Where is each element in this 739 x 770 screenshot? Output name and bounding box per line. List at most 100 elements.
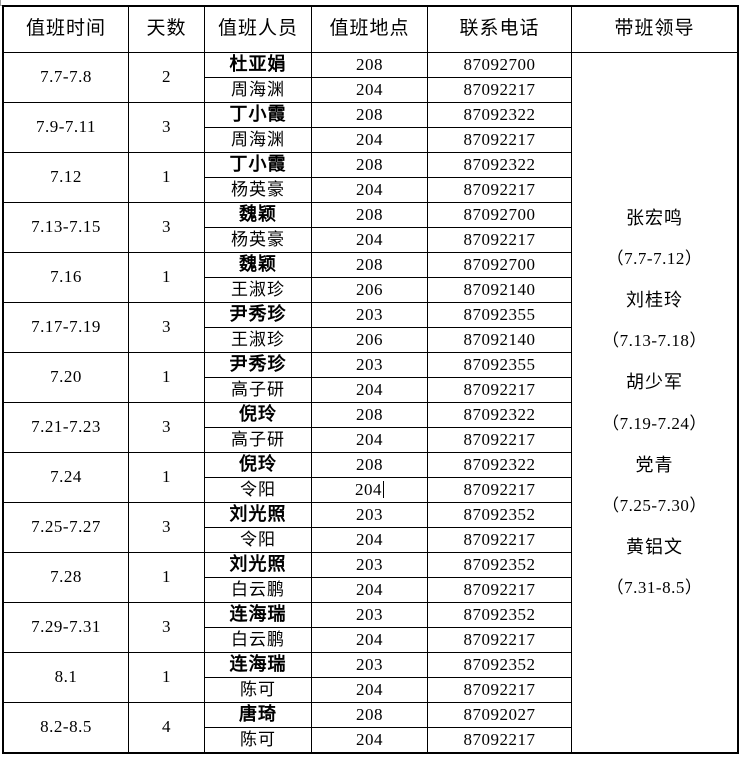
duty-place-cell[interactable]: 206 [311,327,428,353]
day-count-cell[interactable]: 1 [128,452,205,503]
day-count-cell[interactable]: 2 [128,52,205,103]
duty-person-secondary-cell[interactable]: 令阳 [204,527,312,553]
duty-person-secondary-cell[interactable]: 令阳 [204,477,312,503]
duty-time-cell[interactable]: 7.17-7.19 [3,302,129,353]
day-count-cell[interactable]: 3 [128,202,205,253]
duty-place-cell[interactable]: 204 [311,427,428,453]
duty-place-cell[interactable]: 208 [311,102,428,128]
duty-place-cell[interactable]: 203 [311,652,428,678]
day-count-cell[interactable]: 1 [128,552,205,603]
duty-person-primary-cell[interactable]: 杜亚娟 [204,52,312,78]
duty-person-secondary-cell[interactable]: 王淑珍 [204,327,312,353]
duty-person-secondary-cell[interactable]: 周海渊 [204,127,312,153]
contact-phone-cell[interactable]: 87092700 [427,52,572,78]
contact-phone-cell[interactable]: 87092700 [427,202,572,228]
duty-place-cell[interactable]: 204 [311,377,428,403]
duty-person-primary-cell[interactable]: 倪玲 [204,402,312,428]
duty-place-cell[interactable]: 203 [311,552,428,578]
duty-place-cell[interactable]: 203 [311,352,428,378]
contact-phone-cell[interactable]: 87092217 [427,77,572,103]
duty-time-cell[interactable]: 7.13-7.15 [3,202,129,253]
duty-time-cell[interactable]: 7.16 [3,252,129,303]
day-count-cell[interactable]: 3 [128,502,205,553]
duty-person-secondary-cell[interactable]: 王淑珍 [204,277,312,303]
duty-place-cell[interactable]: 204 [311,177,428,203]
duty-person-primary-cell[interactable]: 尹秀珍 [204,302,312,328]
duty-place-cell[interactable]: 204 [311,727,428,753]
contact-phone-cell[interactable]: 87092322 [427,102,572,128]
day-count-cell[interactable]: 1 [128,252,205,303]
duty-place-cell[interactable]: 208 [311,452,428,478]
duty-person-primary-cell[interactable]: 唐琦 [204,702,312,728]
duty-person-primary-cell[interactable]: 连海瑞 [204,602,312,628]
contact-phone-cell[interactable]: 87092217 [427,477,572,503]
duty-person-primary-cell[interactable]: 丁小霞 [204,152,312,178]
duty-place-cell[interactable]: 208 [311,702,428,728]
duty-person-primary-cell[interactable]: 刘光照 [204,552,312,578]
duty-place-cell[interactable]: 204 [311,477,428,503]
contact-phone-cell[interactable]: 87092322 [427,152,572,178]
duty-person-primary-cell[interactable]: 魏颖 [204,202,312,228]
contact-phone-cell[interactable]: 87092352 [427,552,572,578]
duty-person-secondary-cell[interactable]: 陈可 [204,727,312,753]
duty-person-secondary-cell[interactable]: 高子研 [204,377,312,403]
duty-person-secondary-cell[interactable]: 杨英豪 [204,177,312,203]
day-count-cell[interactable]: 1 [128,352,205,403]
duty-place-cell[interactable]: 204 [311,77,428,103]
contact-phone-cell[interactable]: 87092217 [427,377,572,403]
contact-phone-cell[interactable]: 87092322 [427,402,572,428]
day-count-cell[interactable]: 3 [128,102,205,153]
duty-time-cell[interactable]: 7.29-7.31 [3,602,129,653]
duty-time-cell[interactable]: 7.21-7.23 [3,402,129,453]
contact-phone-cell[interactable]: 87092355 [427,352,572,378]
duty-place-cell[interactable]: 208 [311,152,428,178]
duty-place-cell[interactable]: 203 [311,602,428,628]
contact-phone-cell[interactable]: 87092217 [427,227,572,253]
contact-phone-cell[interactable]: 87092217 [427,127,572,153]
duty-person-secondary-cell[interactable]: 高子研 [204,427,312,453]
duty-place-cell[interactable]: 203 [311,302,428,328]
duty-time-cell[interactable]: 7.25-7.27 [3,502,129,553]
contact-phone-cell[interactable]: 87092217 [427,577,572,603]
contact-phone-cell[interactable]: 87092352 [427,602,572,628]
duty-time-cell[interactable]: 7.20 [3,352,129,403]
contact-phone-cell[interactable]: 87092322 [427,452,572,478]
duty-place-cell[interactable]: 204 [311,527,428,553]
contact-phone-cell[interactable]: 87092217 [427,527,572,553]
duty-place-cell[interactable]: 204 [311,677,428,703]
duty-person-primary-cell[interactable]: 倪玲 [204,452,312,478]
day-count-cell[interactable]: 3 [128,602,205,653]
duty-place-cell[interactable]: 203 [311,502,428,528]
duty-person-secondary-cell[interactable]: 周海渊 [204,77,312,103]
contact-phone-cell[interactable]: 87092217 [427,627,572,653]
duty-person-secondary-cell[interactable]: 白云鹏 [204,577,312,603]
duty-time-cell[interactable]: 7.24 [3,452,129,503]
contact-phone-cell[interactable]: 87092140 [427,327,572,353]
contact-phone-cell[interactable]: 87092217 [427,427,572,453]
day-count-cell[interactable]: 1 [128,652,205,703]
contact-phone-cell[interactable]: 87092700 [427,252,572,278]
day-count-cell[interactable]: 4 [128,702,205,753]
duty-time-cell[interactable]: 7.9-7.11 [3,102,129,153]
duty-person-primary-cell[interactable]: 丁小霞 [204,102,312,128]
duty-place-cell[interactable]: 206 [311,277,428,303]
duty-place-cell[interactable]: 208 [311,252,428,278]
duty-person-secondary-cell[interactable]: 杨英豪 [204,227,312,253]
duty-place-cell[interactable]: 204 [311,227,428,253]
shift-leader-cell[interactable]: 张宏鸣 （7.7-7.12） 刘桂玲 （7.13-7.18） 胡少军 （7.19-7.24… [571,52,738,753]
contact-phone-cell[interactable]: 87092217 [427,727,572,753]
duty-person-secondary-cell[interactable]: 陈可 [204,677,312,703]
day-count-cell[interactable]: 3 [128,302,205,353]
contact-phone-cell[interactable]: 87092352 [427,652,572,678]
duty-time-cell[interactable]: 8.2-8.5 [3,702,129,753]
duty-person-secondary-cell[interactable]: 白云鹏 [204,627,312,653]
duty-time-cell[interactable]: 7.12 [3,152,129,203]
contact-phone-cell[interactable]: 87092355 [427,302,572,328]
duty-person-primary-cell[interactable]: 魏颖 [204,252,312,278]
duty-place-cell[interactable]: 204 [311,127,428,153]
duty-person-primary-cell[interactable]: 尹秀珍 [204,352,312,378]
duty-place-cell[interactable]: 208 [311,202,428,228]
duty-time-cell[interactable]: 8.1 [3,652,129,703]
day-count-cell[interactable]: 1 [128,152,205,203]
duty-person-primary-cell[interactable]: 刘光照 [204,502,312,528]
